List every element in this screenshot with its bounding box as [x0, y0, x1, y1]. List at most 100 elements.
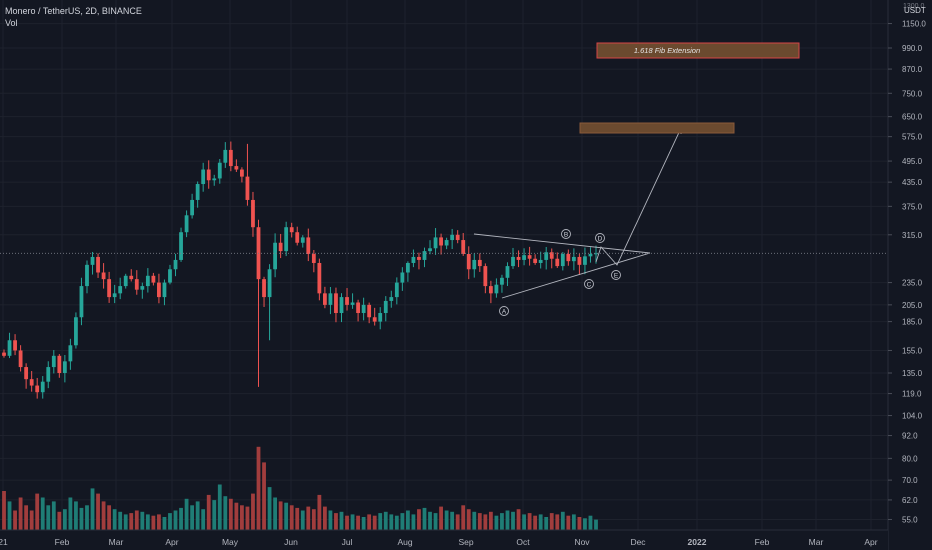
time-tick-label: Feb	[55, 537, 70, 547]
candle-body	[527, 255, 532, 259]
candle-body	[461, 240, 466, 255]
candle-body	[511, 256, 515, 267]
candle-body	[57, 355, 62, 373]
volume-bar	[560, 511, 565, 530]
volume-bar	[284, 502, 289, 530]
candle-body	[444, 240, 449, 246]
candle-body	[422, 251, 427, 260]
candle-body	[417, 256, 421, 260]
volume-bar	[400, 513, 405, 530]
candle-body	[334, 293, 338, 314]
candle-body	[472, 259, 477, 270]
volume-bar	[201, 509, 206, 530]
price-tick-label: 375.0	[902, 202, 923, 211]
candle-body	[500, 277, 504, 285]
wave-label-circle	[595, 233, 605, 243]
volume-bar	[13, 510, 17, 530]
candle-body	[262, 279, 266, 298]
price-tick-label: 80.0	[902, 454, 918, 463]
candle-body	[123, 275, 128, 287]
price-tick-label: 575.0	[902, 133, 923, 142]
volume-bar	[273, 497, 278, 530]
symbol-title: Monero / TetherUS, 2D, BINANCE	[5, 6, 142, 16]
price-axis-bg	[888, 0, 932, 550]
candle-body	[433, 237, 438, 249]
candle-body	[588, 254, 593, 257]
candle-body	[383, 300, 388, 314]
volume-bar	[223, 496, 228, 530]
candle-body	[284, 227, 289, 252]
wave-label-b: B	[564, 232, 568, 239]
candle-body	[134, 279, 139, 290]
volume-bar	[107, 505, 112, 530]
volume-bar	[295, 507, 300, 530]
volume-bar	[62, 509, 67, 530]
time-tick-label: Mar	[109, 537, 124, 547]
top-tick-label: 1300.0	[903, 3, 925, 10]
wave-label-c: C	[587, 282, 592, 289]
time-tick-label: Mar	[809, 537, 824, 547]
candle-body	[206, 169, 211, 181]
volume-bar	[450, 511, 455, 530]
volume-bar	[118, 511, 123, 530]
candle-body	[35, 385, 40, 393]
candle-body	[455, 234, 460, 241]
price-tick-label: 155.0	[902, 346, 923, 355]
price-tick-label: 435.0	[902, 178, 923, 187]
candle-body	[560, 254, 565, 267]
volume-bar	[367, 514, 372, 530]
wave-label-a: A	[502, 309, 507, 316]
volume-bar	[378, 513, 383, 530]
volume-bar	[134, 510, 139, 530]
price-tick-label: 205.0	[902, 301, 923, 310]
volume-bar	[300, 510, 305, 530]
volume-bar	[466, 509, 471, 530]
volume-bar	[311, 509, 316, 530]
candle-body	[322, 293, 327, 305]
price-tick-label: 650.0	[902, 113, 923, 122]
volume-bar	[35, 493, 40, 530]
volume-bar	[477, 513, 482, 530]
candle-body	[151, 275, 156, 283]
wave-label-circle	[499, 306, 509, 316]
volume-bar	[57, 511, 62, 530]
volume-bar	[522, 514, 526, 530]
volume-bar	[389, 514, 394, 530]
time-tick-label: Apr	[165, 537, 178, 547]
candle-body	[29, 379, 34, 386]
price-tick-label: 92.0	[902, 432, 918, 441]
volume-bar	[157, 514, 161, 530]
candle-body	[245, 176, 250, 200]
volume-bar	[433, 513, 438, 530]
triangle-upper-line	[473, 233, 651, 254]
candle-body	[79, 286, 84, 318]
candle-body	[217, 162, 222, 179]
candle-body	[24, 367, 29, 380]
candle-body	[273, 242, 278, 270]
volume-bar	[411, 514, 416, 530]
volume-bar	[46, 505, 51, 530]
candle-body	[96, 256, 100, 273]
candle-body	[544, 252, 549, 260]
target-zone	[579, 122, 735, 134]
candle-body	[7, 340, 12, 356]
volume-bar	[516, 509, 521, 530]
time-tick-label: Jun	[284, 537, 298, 547]
volume-bar	[74, 501, 78, 530]
candle-body	[505, 266, 510, 278]
time-tick-label: Sep	[458, 537, 473, 547]
volume-bar	[245, 506, 250, 530]
time-axis-bg	[0, 530, 888, 550]
volume-bar	[483, 514, 488, 530]
price-tick-label: 104.0	[902, 412, 923, 421]
volume-bar	[267, 487, 272, 530]
volume-bar	[162, 517, 167, 530]
candle-body	[13, 340, 17, 351]
volume-bar	[577, 517, 582, 530]
candle-body	[317, 262, 322, 294]
candle-body	[240, 169, 244, 177]
candle-body	[145, 275, 150, 287]
volume-bar	[422, 507, 427, 530]
volume-bar	[455, 514, 460, 530]
